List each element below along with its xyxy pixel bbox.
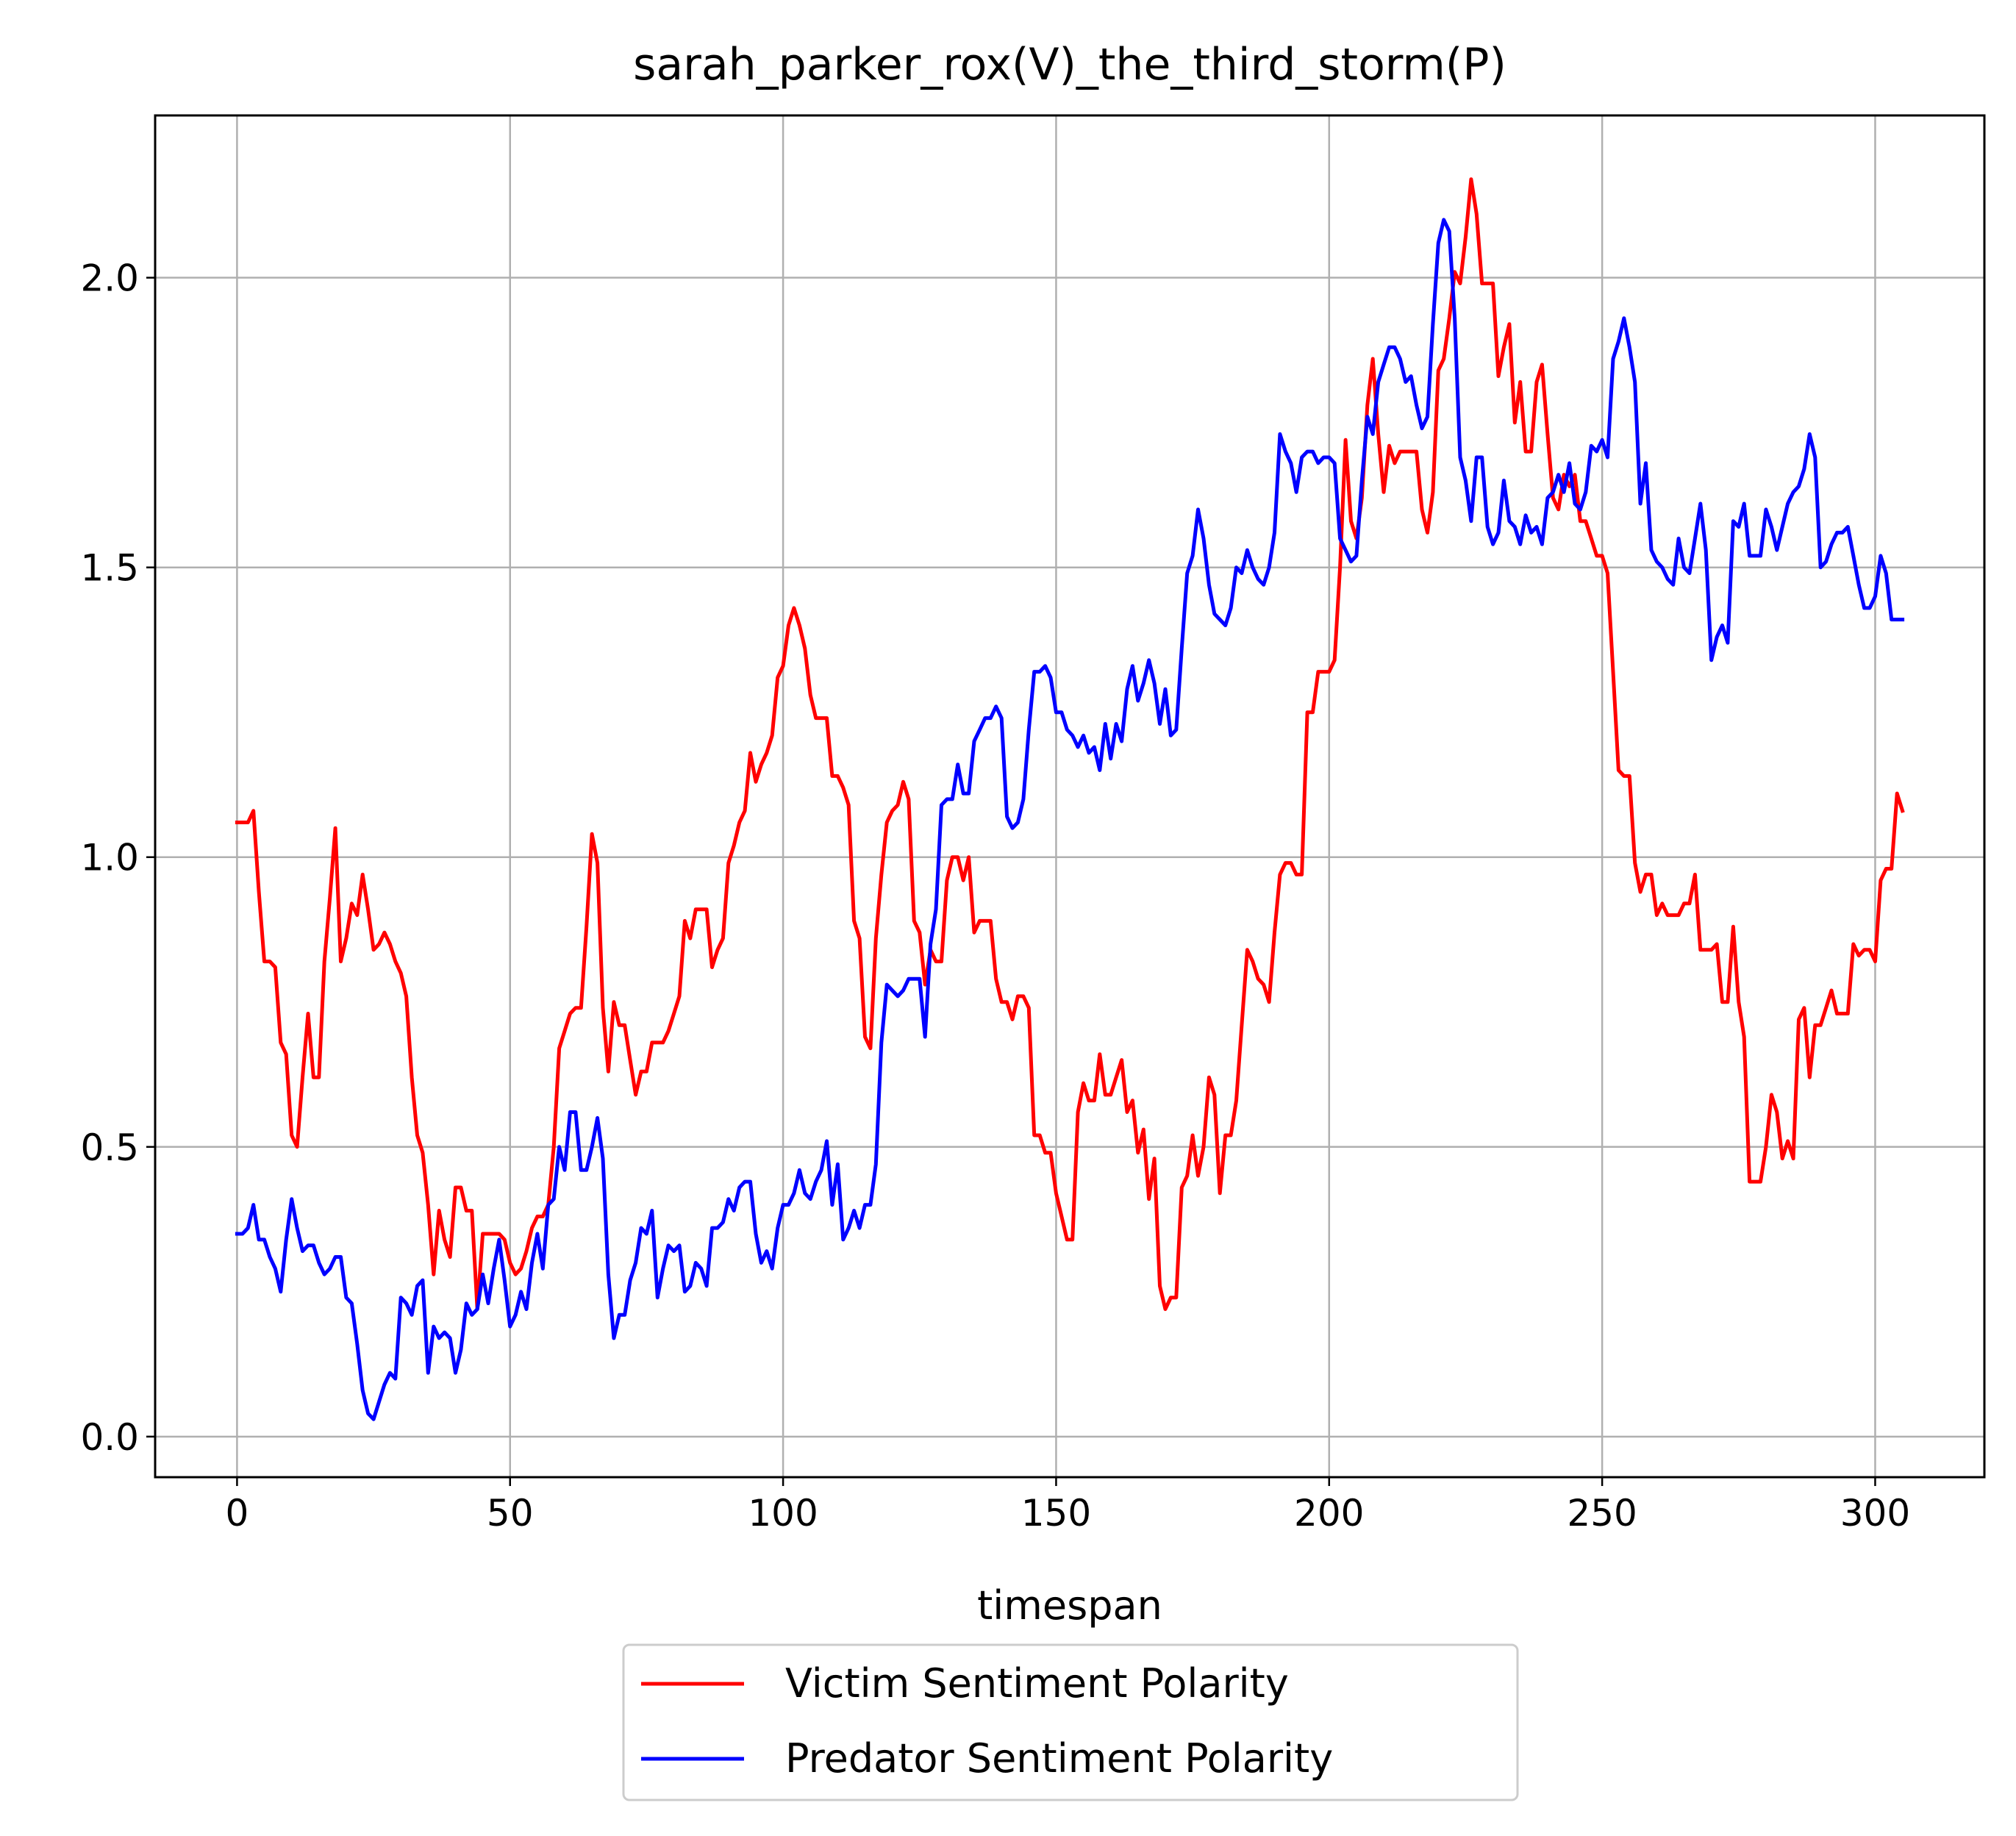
y-tick-label: 0.0 bbox=[80, 1416, 139, 1459]
x-tick-label: 100 bbox=[748, 1492, 818, 1535]
legend: Victim Sentiment Polarity Predator Senti… bbox=[622, 1643, 1519, 1801]
legend-label-predator: Predator Sentiment Polarity bbox=[785, 1735, 1333, 1782]
y-tick-label: 1.0 bbox=[80, 837, 139, 879]
x-axis-label: timespan bbox=[977, 1582, 1162, 1629]
legend-label-victim: Victim Sentiment Polarity bbox=[785, 1660, 1289, 1707]
x-tick-label: 200 bbox=[1294, 1492, 1364, 1535]
x-tick-label: 300 bbox=[1840, 1492, 1910, 1535]
victim-series-line bbox=[235, 177, 1905, 1311]
chart-title: sarah_parker_rox(V)_the_third_storm(P) bbox=[633, 39, 1506, 90]
x-tick-label: 150 bbox=[1021, 1492, 1091, 1535]
axis-ticks: 0 50 100 150 200 250 300 0.0 0.5 1.0 1.5 2.0 bbox=[80, 257, 1910, 1535]
plot-frame bbox=[154, 114, 1986, 1479]
y-tick-label: 1.5 bbox=[80, 547, 139, 590]
predator-series-line bbox=[235, 218, 1905, 1421]
y-tick-label: 2.0 bbox=[80, 257, 139, 300]
series-lines bbox=[235, 177, 1905, 1421]
grid bbox=[155, 115, 1984, 1477]
legend-frame bbox=[622, 1643, 1519, 1801]
y-tick-label: 0.5 bbox=[80, 1126, 139, 1169]
x-tick-label: 0 bbox=[225, 1492, 249, 1535]
x-tick-label: 250 bbox=[1567, 1492, 1637, 1535]
x-tick-label: 50 bbox=[487, 1492, 534, 1535]
